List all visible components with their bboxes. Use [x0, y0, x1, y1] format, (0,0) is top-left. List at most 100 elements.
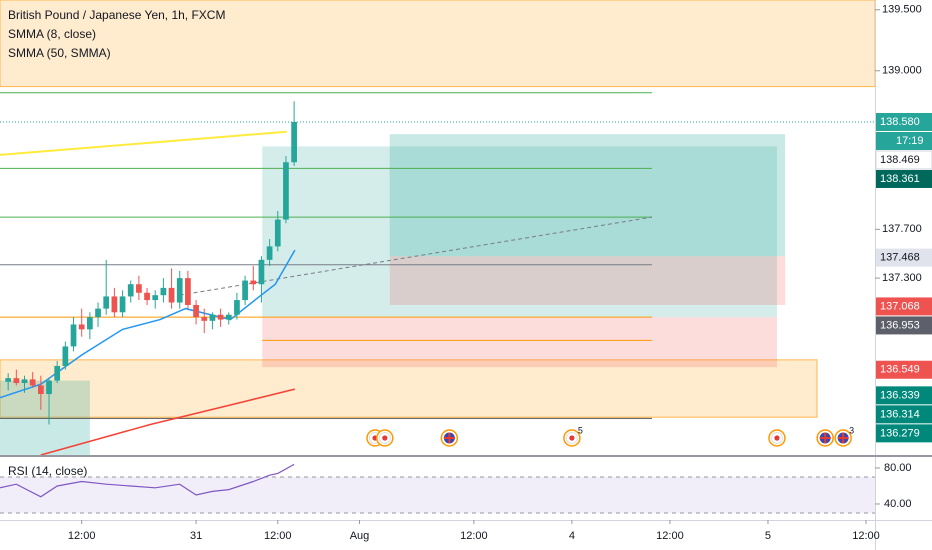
price-label-bg: [875, 150, 932, 170]
countdown: 17:19: [896, 135, 924, 147]
candle-body: [193, 304, 199, 318]
candle-body: [78, 324, 85, 330]
x-tick-label: 12:00: [656, 530, 684, 542]
x-tick-label: 4: [569, 530, 575, 542]
price-label: 138.361: [880, 173, 920, 185]
x-tick-label: 31: [190, 530, 202, 542]
axis-layer: 139.500 139.000 137.700 137.300 80.00 40.00 12…: [68, 4, 932, 542]
x-tick-label: 12:00: [852, 530, 880, 542]
x-tick-label: 12:00: [68, 530, 96, 542]
price-label-bg: [876, 316, 932, 335]
price-label: 136.549: [880, 364, 920, 376]
candle-body: [266, 246, 273, 260]
event-flag-dot: [569, 435, 575, 441]
event-count: 5: [578, 425, 583, 435]
y-tick-label: 139.000: [882, 65, 922, 77]
candle-body: [160, 287, 167, 296]
price-label-bg: [876, 112, 932, 131]
candle-body: [37, 385, 44, 395]
candle-body: [62, 346, 69, 366]
price-label-bg: [876, 386, 932, 405]
candle-body: [234, 300, 240, 315]
price-label: 138.580: [880, 116, 920, 128]
candle-body: [144, 292, 150, 301]
trend-line: [179, 216, 653, 296]
candle-body: [95, 308, 101, 318]
y-tick-label: 137.700: [882, 223, 922, 235]
zone: [389, 134, 786, 257]
price-label: 136.339: [880, 389, 920, 401]
zone: [0, 0, 876, 88]
price-label-bg: [876, 424, 932, 443]
price-label-bg: [876, 248, 932, 267]
zone: [389, 256, 786, 305]
price-label-bg: [876, 169, 932, 188]
price-label: 136.279: [880, 427, 920, 439]
trend-line: [0, 130, 287, 156]
y-tick-label: 137.300: [882, 272, 922, 284]
candle-body: [152, 295, 159, 301]
x-tick-label: 5: [765, 530, 771, 542]
candle-body: [5, 378, 12, 382]
candle-body: [201, 317, 208, 321]
candle-body: [70, 324, 77, 347]
candle-body: [111, 296, 118, 313]
countdown-bg: [876, 131, 932, 150]
candle-body: [21, 379, 28, 384]
candle-body: [87, 317, 93, 330]
event-flag-cross: [819, 432, 831, 444]
event-flag-dot: [382, 435, 388, 441]
price-label: 136.314: [880, 408, 920, 420]
price-label-bg: [876, 360, 932, 379]
candle-body: [168, 287, 175, 303]
price-label-bg: [876, 297, 932, 316]
price-label: 136.953: [880, 319, 920, 331]
smma-line: [0, 249, 296, 399]
candle-body: [119, 296, 126, 313]
candle-body: [291, 121, 297, 163]
x-tick-label: Aug: [350, 530, 370, 542]
candle-body: [13, 378, 20, 384]
rsi-legend: RSI (14, close): [8, 464, 87, 478]
candle-body: [176, 278, 183, 303]
price-axis-bg: [875, 0, 932, 550]
candle-body: [54, 365, 61, 381]
candle-body: [46, 380, 52, 395]
candle-body: [29, 379, 36, 386]
event-count: 3: [849, 425, 854, 435]
zone: [262, 317, 777, 368]
x-tick-label: 12:00: [460, 530, 488, 542]
x-tick-label: 12:00: [264, 530, 292, 542]
candle-body: [217, 314, 224, 320]
y-tick-label: 139.500: [882, 4, 922, 16]
smma-line: [40, 388, 296, 456]
candle-body: [242, 280, 248, 301]
event-flag-dot: [774, 435, 780, 441]
price-label: 138.469: [880, 154, 920, 166]
zone: [262, 146, 777, 318]
rsi-tick-label: 40.00: [884, 498, 912, 510]
rsi-band: [0, 476, 875, 513]
candle-body: [127, 284, 134, 297]
candle-body: [209, 314, 216, 321]
event-flag-cross: [837, 432, 849, 444]
candle-body: [103, 296, 110, 309]
zone: [0, 380, 90, 455]
event-flag-cross: [443, 432, 455, 444]
price-label-bg: [876, 405, 932, 424]
candle-body: [283, 162, 289, 220]
candle-body: [250, 280, 257, 285]
candle-body: [185, 278, 191, 305]
zone: [0, 359, 818, 418]
candle-body: [274, 219, 281, 247]
legend-entry: SMMA (8, close): [8, 27, 96, 41]
rsi-tick-label: 80.00: [884, 462, 912, 474]
candle-body: [258, 259, 265, 285]
price-label: 137.468: [880, 252, 920, 264]
candle-body: [136, 284, 142, 293]
zones: [0, 0, 876, 455]
rsi-line: [0, 463, 295, 498]
legend-entry: SMMA (50, SMMA): [8, 46, 111, 60]
